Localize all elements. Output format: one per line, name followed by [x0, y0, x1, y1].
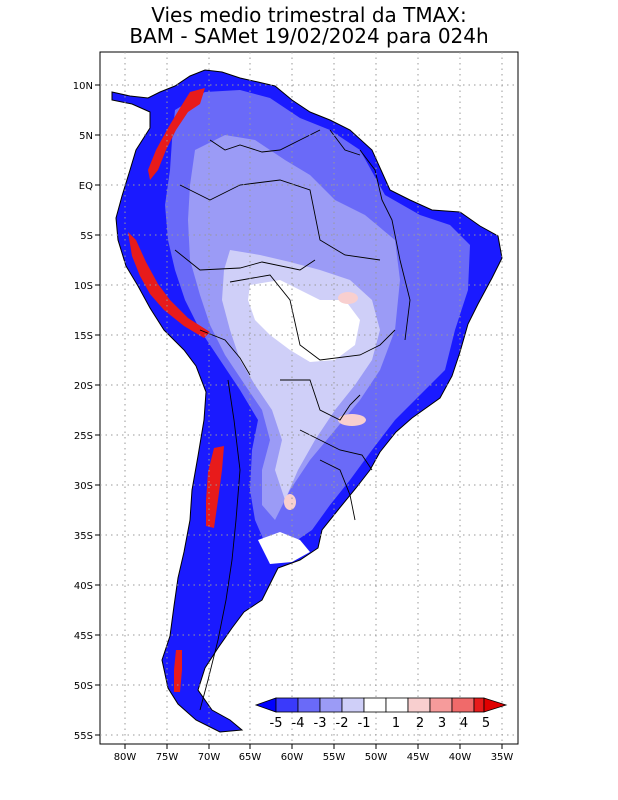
colorbar-swatch	[385, 697, 409, 713]
andes-north-positive	[148, 88, 205, 180]
colorbar-swatch	[275, 697, 299, 713]
lat-label: 5N	[79, 131, 93, 142]
near-zero-region	[248, 280, 360, 362]
colorbar-swatch	[363, 697, 387, 713]
andes-chile-positive	[206, 446, 224, 528]
colorbar-label: 3	[438, 716, 446, 731]
lat-label: 55S	[74, 731, 93, 742]
colorbar-swatch	[341, 697, 365, 713]
andes-peru-positive	[128, 232, 210, 338]
colorbar-label: -3	[314, 716, 327, 731]
lon-label: 45W	[407, 752, 430, 763]
colorbar-arrow-right	[483, 697, 508, 713]
latitude-labels: 10N 5N EQ 5S 10S 15S 20S 25S 30S 35S 40S…	[73, 81, 93, 742]
lon-label: 80W	[114, 752, 137, 763]
colorbar-label: -4	[292, 716, 305, 731]
colorbar-swatch	[297, 697, 321, 713]
lat-label: 5S	[80, 231, 93, 242]
colorbar-swatch	[473, 697, 485, 713]
axis-ticks	[95, 84, 503, 749]
map-content	[111, 69, 503, 733]
positive-spot-central	[338, 292, 358, 304]
colorbar-label: -2	[336, 716, 349, 731]
lon-label: 65W	[239, 752, 262, 763]
positive-spot-pampas	[284, 494, 296, 510]
patagonia-andes-positive	[174, 650, 182, 692]
country-borders	[174, 129, 411, 711]
colorbar-swatch	[429, 697, 453, 713]
lon-label: 75W	[156, 752, 179, 763]
colorbar	[254, 697, 508, 713]
lat-label: 50S	[74, 681, 93, 692]
colorbar-swatch	[451, 697, 475, 713]
map-title-line-1: Vies medio trimestral da TMAX:	[151, 3, 467, 27]
longitude-labels: 80W 75W 70W 65W 60W 55W 50W 45W 40W 35W	[114, 752, 514, 763]
colorbar-label: -5	[270, 716, 283, 731]
lat-label: 30S	[74, 481, 93, 492]
lon-label: 60W	[281, 752, 304, 763]
lon-label: 70W	[198, 752, 221, 763]
colorbar-labels: -5 -4 -3 -2 -1 1 2 3 4 5	[270, 716, 491, 731]
lat-label: 40S	[74, 581, 93, 592]
lat-label: 15S	[74, 331, 93, 342]
lat-label: 35S	[74, 531, 93, 542]
map-title-line-2: BAM - SAMet 19/02/2024 para 024h	[129, 24, 489, 48]
colorbar-label: 1	[392, 716, 400, 731]
colorbar-swatch	[319, 697, 343, 713]
colorbar-label: 4	[460, 716, 468, 731]
lat-label: 45S	[74, 631, 93, 642]
lat-label: 20S	[74, 381, 93, 392]
colorbar-label: 5	[482, 716, 490, 731]
lon-label: 55W	[323, 752, 346, 763]
colorbar-label: -1	[358, 716, 371, 731]
lat-label: 25S	[74, 431, 93, 442]
lon-label: 35W	[491, 752, 514, 763]
lon-label: 50W	[365, 752, 388, 763]
colorbar-swatch	[407, 697, 431, 713]
colorbar-label: 2	[416, 716, 424, 731]
positive-spot-parana	[338, 414, 366, 426]
lat-label: 10N	[73, 81, 93, 92]
lat-label: 10S	[74, 281, 93, 292]
near-zero-region-south	[258, 532, 310, 564]
lon-label: 40W	[449, 752, 472, 763]
lat-label: EQ	[79, 181, 93, 192]
graticule	[100, 52, 518, 744]
